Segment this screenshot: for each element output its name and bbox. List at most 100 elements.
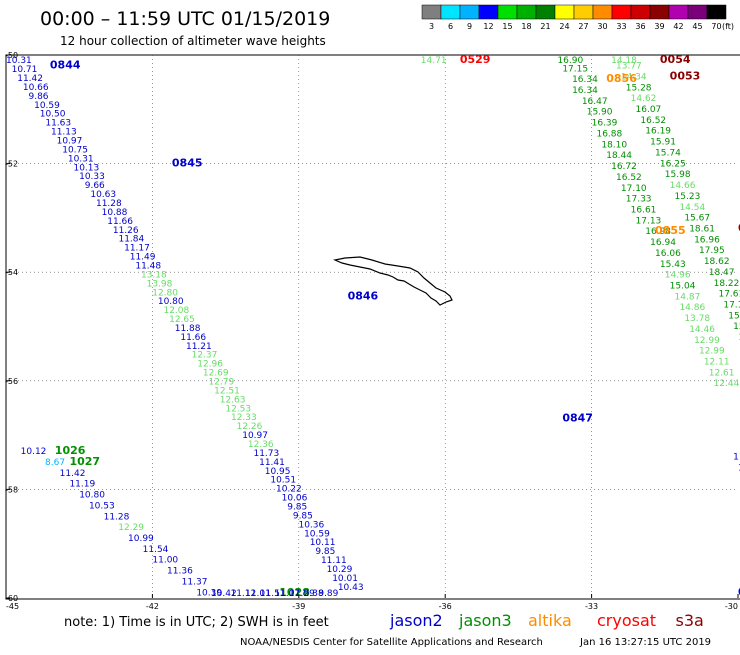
- swh-value: 11.42: [60, 469, 86, 479]
- lat-tick-label: -50: [5, 51, 18, 60]
- swh-value: 18.47: [709, 268, 735, 278]
- swh-value: 14.71: [421, 56, 447, 66]
- swh-value: 13.78: [684, 314, 710, 324]
- swh-value: 15.27: [728, 311, 740, 321]
- swh-value: 16.96: [694, 235, 720, 245]
- swh-value: 12.26: [237, 422, 263, 432]
- swh-value: 10.99: [128, 534, 154, 544]
- swh-value: 9.85: [293, 511, 313, 521]
- map-title: 00:00 – 11:59 UTC 01/15/2019: [40, 8, 330, 30]
- colorbar-label: 33: [616, 22, 626, 31]
- swh-value: 9.38: [304, 589, 324, 599]
- swh-value: 13.77: [616, 62, 642, 72]
- swh-value: 17.15: [562, 64, 588, 74]
- swh-value: 12.08: [163, 306, 189, 316]
- swh-value: 8.67: [45, 458, 65, 468]
- colorbar-label: 27: [578, 22, 588, 31]
- legend-altika: altika: [528, 611, 572, 630]
- swh-value: 12.33: [231, 413, 257, 423]
- swh-value: 10.71: [12, 65, 38, 75]
- colorbar-label: 15: [502, 22, 512, 31]
- map-frame: [5, 54, 740, 600]
- swh-value: 12.79: [208, 378, 234, 388]
- swh-value: 14.46: [689, 325, 715, 335]
- colorbar-swatch: [706, 4, 727, 20]
- colorbar-swatch: [459, 4, 480, 20]
- swh-value: 12.99: [699, 347, 725, 357]
- swh-value: 11.41: [259, 458, 285, 468]
- colorbar-swatch: [440, 4, 461, 20]
- swh-value: 16.94: [650, 238, 676, 248]
- colorbar-label: 39: [654, 22, 664, 31]
- swh-value: 10.63: [90, 190, 116, 200]
- swh-value: 12.96: [197, 360, 223, 370]
- swh-value: 16.52: [640, 116, 666, 126]
- swh-value-labels: 14.71 0529 16.9017.1516.3416.3416.4715.901…: [21, 53, 740, 599]
- swh-value: 14.: [738, 333, 740, 343]
- swh-value: 11.54: [143, 545, 169, 555]
- swh-value: 12.11: [704, 358, 730, 368]
- swh-value: 10.11: [310, 538, 336, 548]
- swh-value: 18.62: [704, 257, 730, 267]
- colorbar-swatch: [687, 4, 708, 20]
- swh-value: 16.72: [611, 162, 637, 172]
- legend-s3a: s3a: [676, 611, 704, 630]
- swh-value: 10.29: [327, 565, 353, 575]
- swh-value: 12.65: [169, 315, 195, 325]
- swh-value: 14.96: [665, 271, 691, 281]
- swh-value: 11.28: [104, 512, 130, 522]
- pass-time-label: 0052: [738, 221, 740, 234]
- pass-time-label: 0856: [606, 72, 637, 85]
- swh-value: 11.01: [245, 589, 271, 599]
- colorbar-swatch: [592, 4, 613, 20]
- lon-tick-label: -33: [585, 602, 598, 611]
- pass-time-label: 0054: [660, 53, 691, 66]
- swh-value: 11.84: [118, 235, 144, 245]
- swh-value: 11.49: [130, 253, 156, 263]
- swh-value: 11.36: [167, 567, 193, 577]
- swh-value: 16.61: [631, 205, 657, 215]
- lon-tick-label: -30: [725, 602, 738, 611]
- swh-value: 18.10: [601, 140, 627, 150]
- lon-tick-label: -45: [6, 602, 19, 611]
- colorbar-swatch: [478, 4, 499, 20]
- swh-value: 16.06: [655, 249, 681, 259]
- colorbar-label: 18: [521, 22, 531, 31]
- swh-value: 15.1: [733, 322, 740, 332]
- swh-value: 15.90: [587, 108, 613, 118]
- legend-jason3: jason3: [458, 611, 512, 630]
- swh-value: 11.12: [230, 589, 256, 599]
- swh-value: 10.13: [73, 163, 99, 173]
- swh-value: 14.34: [621, 72, 647, 82]
- swh-value: 11.66: [107, 217, 133, 227]
- swh-value: 10.43: [338, 583, 364, 593]
- swh-value: 11.21: [186, 342, 212, 352]
- swh-value: 10.22: [276, 485, 302, 495]
- pass-time-label: 0855: [655, 224, 686, 237]
- swh-value: 12.44: [714, 379, 740, 389]
- swh-value: 11.37: [182, 577, 208, 587]
- colorbar-swatch: [573, 4, 594, 20]
- lon-tick-label: -36: [439, 602, 452, 611]
- swh-value: 16.90: [557, 56, 583, 66]
- swh-value: 11.42: [17, 74, 43, 84]
- satellite-legend: jason2 jason3 altika cryosat s3a: [389, 611, 704, 630]
- island-outline: [332, 256, 453, 306]
- colorbar-label: 30: [597, 22, 607, 31]
- swh-value: 10.88: [102, 208, 128, 218]
- swh-value: 12.80: [152, 288, 178, 298]
- swh-value: 10.50: [40, 110, 66, 120]
- lat-tick-label: -52: [5, 160, 18, 169]
- swh-value: 11.7: [738, 463, 740, 473]
- colorbar-swatch: [630, 4, 651, 20]
- colorbar-label: 70: [711, 22, 721, 31]
- swh-value: 12.63: [220, 395, 246, 405]
- swh-value: 16.07: [636, 105, 662, 115]
- swh-value: 10.59: [34, 101, 60, 111]
- legend-cryosat: cryosat: [597, 611, 656, 630]
- pass-time-label: 0053: [670, 69, 701, 82]
- swh-value: 10.97: [57, 136, 83, 146]
- footer-note: note: 1) Time is in UTC; 2) SWH is in fe…: [64, 615, 329, 630]
